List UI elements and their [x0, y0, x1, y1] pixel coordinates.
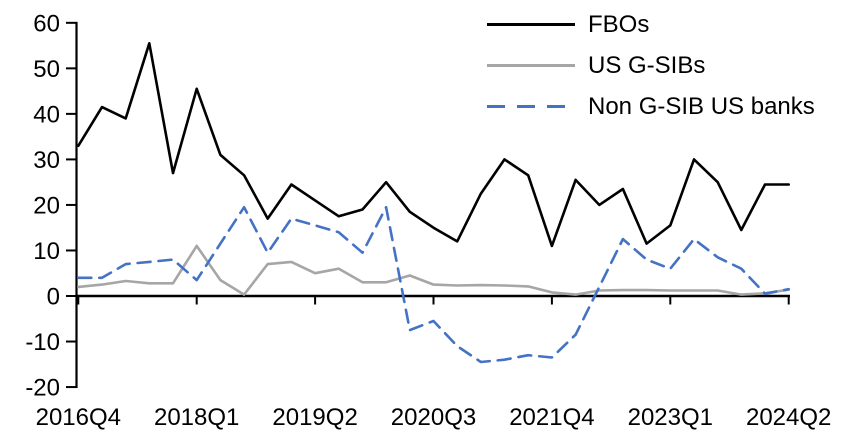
legend-label-fbos: FBOs	[588, 10, 650, 38]
x-tick-label: 2016Q4	[36, 404, 121, 431]
y-tick-label: 30	[33, 147, 60, 174]
y-tick-label: 50	[33, 56, 60, 83]
series-line-us-g-sibs	[77, 244, 791, 296]
legend-line-us-gsibs-icon	[487, 64, 575, 67]
x-tick-label: 2021Q4	[509, 404, 594, 431]
y-tick-label: 0	[47, 284, 60, 311]
x-tick-label: 2023Q1	[628, 404, 713, 431]
x-tick-label: 2020Q3	[391, 404, 476, 431]
legend-label-non-gsib: Non G-SIB US banks	[588, 92, 815, 120]
legend-line-non-gsib-icon	[487, 105, 575, 108]
y-tick-label: -10	[25, 329, 60, 356]
y-tick-label: 20	[33, 192, 60, 219]
legend-item-us-gsibs: US G-SIBs	[487, 45, 815, 86]
series-line-fbos	[77, 41, 791, 248]
legend: FBOs US G-SIBs Non G-SIB US banks	[487, 4, 815, 127]
legend-label-us-gsibs: US G-SIBs	[588, 51, 706, 79]
series-line-non-g-sib-us-banks	[77, 205, 791, 364]
x-tick-label: 2024Q2	[746, 404, 831, 431]
y-tick-label: -20	[25, 375, 60, 402]
x-tick-label: 2019Q2	[272, 404, 357, 431]
x-tick-label: 2018Q1	[154, 404, 239, 431]
y-tick-label: 60	[33, 10, 60, 37]
y-tick-label: 40	[33, 101, 60, 128]
y-tick-label: 10	[33, 238, 60, 265]
legend-item-fbos: FBOs	[487, 4, 815, 45]
legend-item-non-gsib: Non G-SIB US banks	[487, 86, 815, 127]
legend-line-fbos-icon	[487, 23, 575, 26]
